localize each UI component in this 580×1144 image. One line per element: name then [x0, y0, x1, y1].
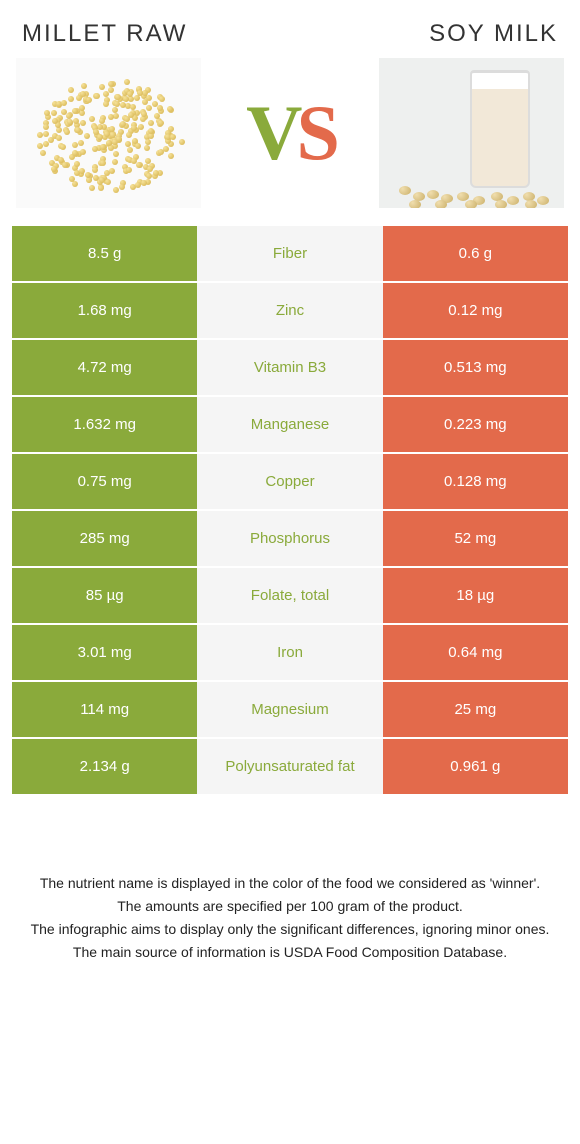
footnote-line: The main source of information is USDA F… — [20, 943, 560, 962]
food-title-right: Soy milk — [429, 20, 558, 48]
nutrient-value-right: 18 µg — [383, 568, 568, 623]
footnote-line: The infographic aims to display only the… — [20, 920, 560, 939]
nutrient-value-right: 0.128 mg — [383, 454, 568, 509]
nutrient-value-right: 0.12 mg — [383, 283, 568, 338]
footnotes: The nutrient name is displayed in the co… — [12, 874, 568, 962]
nutrient-value-right: 52 mg — [383, 511, 568, 566]
nutrient-name: Magnesium — [197, 682, 382, 737]
nutrient-value-left: 1.68 mg — [12, 283, 197, 338]
nutrient-value-right: 0.961 g — [383, 739, 568, 794]
nutrient-value-right: 25 mg — [383, 682, 568, 737]
nutrient-value-right: 0.6 g — [383, 226, 568, 281]
soymilk-glass-icon — [470, 70, 530, 188]
nutrient-name: Vitamin B3 — [197, 340, 382, 395]
food-image-left — [16, 58, 201, 208]
nutrient-row: 8.5 gFiber0.6 g — [12, 226, 568, 281]
nutrient-row: 114 mgMagnesium25 mg — [12, 682, 568, 737]
nutrient-value-left: 85 µg — [12, 568, 197, 623]
vs-v: V — [246, 88, 296, 178]
nutrient-value-left: 285 mg — [12, 511, 197, 566]
nutrient-name: Zinc — [197, 283, 382, 338]
nutrient-value-left: 2.134 g — [12, 739, 197, 794]
nutrient-row: 4.72 mgVitamin B30.513 mg — [12, 340, 568, 395]
header-row: Millet raw Soy milk — [12, 20, 568, 48]
nutrient-row: 285 mgPhosphorus52 mg — [12, 511, 568, 566]
nutrient-value-left: 1.632 mg — [12, 397, 197, 452]
nutrient-name: Iron — [197, 625, 382, 680]
nutrient-name: Copper — [197, 454, 382, 509]
nutrient-row: 0.75 mgCopper0.128 mg — [12, 454, 568, 509]
nutrient-table: 8.5 gFiber0.6 g1.68 mgZinc0.12 mg4.72 mg… — [12, 226, 568, 794]
nutrient-value-right: 0.64 mg — [383, 625, 568, 680]
nutrient-row: 2.134 gPolyunsaturated fat0.961 g — [12, 739, 568, 794]
food-image-right — [379, 58, 564, 208]
nutrient-value-left: 4.72 mg — [12, 340, 197, 395]
nutrient-row: 85 µgFolate, total18 µg — [12, 568, 568, 623]
image-row: VS — [12, 58, 568, 208]
nutrient-name: Folate, total — [197, 568, 382, 623]
nutrient-row: 3.01 mgIron0.64 mg — [12, 625, 568, 680]
footnote-line: The nutrient name is displayed in the co… — [20, 874, 560, 893]
nutrient-value-right: 0.513 mg — [383, 340, 568, 395]
nutrient-name: Phosphorus — [197, 511, 382, 566]
nutrient-value-left: 3.01 mg — [12, 625, 197, 680]
nutrient-value-left: 8.5 g — [12, 226, 197, 281]
millet-grains-icon — [34, 73, 184, 193]
nutrient-row: 1.68 mgZinc0.12 mg — [12, 283, 568, 338]
nutrient-name: Manganese — [197, 397, 382, 452]
nutrient-value-right: 0.223 mg — [383, 397, 568, 452]
footnote-line: The amounts are specified per 100 gram o… — [20, 897, 560, 916]
nutrient-value-left: 0.75 mg — [12, 454, 197, 509]
vs-label: VS — [246, 88, 334, 178]
nutrient-value-left: 114 mg — [12, 682, 197, 737]
nutrient-row: 1.632 mgManganese0.223 mg — [12, 397, 568, 452]
nutrient-name: Fiber — [197, 226, 382, 281]
nutrient-name: Polyunsaturated fat — [197, 739, 382, 794]
food-title-left: Millet raw — [22, 20, 187, 48]
vs-s: S — [296, 88, 333, 178]
